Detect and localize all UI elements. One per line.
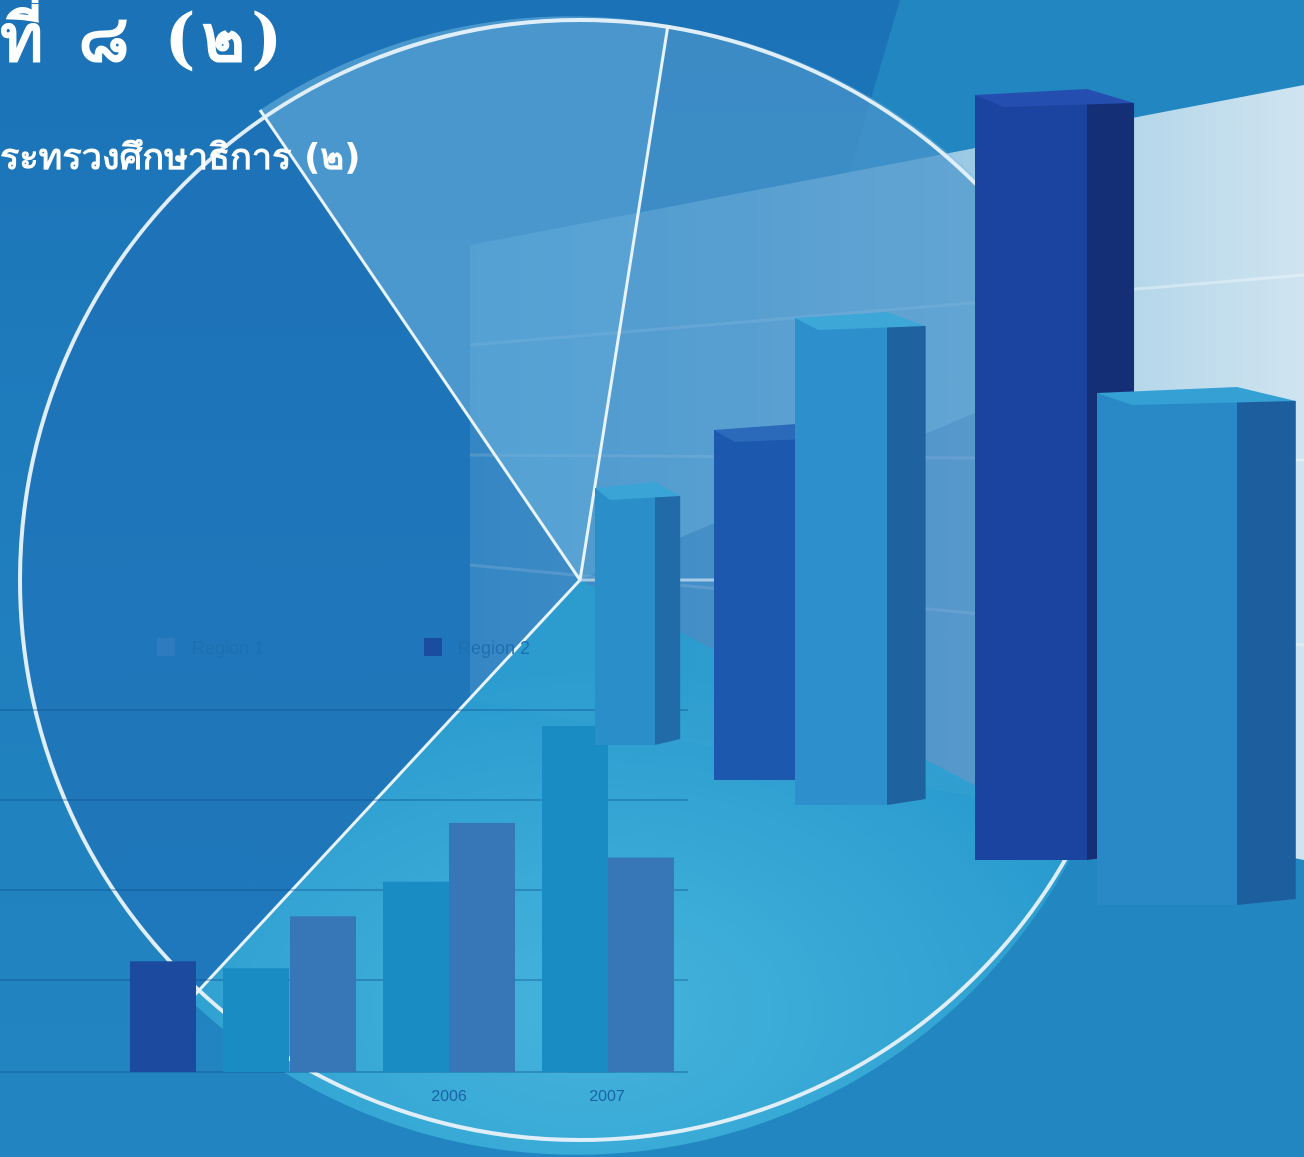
3d-bar-front (595, 488, 655, 745)
pie-slice-light (260, 16, 668, 580)
3d-bar-front (975, 95, 1087, 860)
flat-bar (290, 916, 356, 1072)
3d-bar-top (975, 89, 1135, 107)
3d-bar-top (595, 482, 681, 500)
3d-bar-side (1237, 393, 1296, 905)
3d-bar-side (655, 488, 681, 745)
cover-subtitle: ระทรวงศึกษาธิการ (๒) (0, 137, 361, 178)
flat-bar (223, 968, 289, 1072)
flat-x-tick-label: 2007 (589, 1088, 625, 1105)
cover-title: ที่ ๘ (๒) (0, 0, 289, 77)
flat-bar (383, 881, 449, 1072)
flat-x-tick-label: 2006 (431, 1088, 467, 1105)
flat-bar (130, 961, 196, 1072)
flat-chart-bars (130, 726, 674, 1072)
legend-label-region1: Region 1 (192, 638, 264, 658)
3d-bar-front (795, 318, 887, 805)
3d-bar-front (714, 430, 796, 780)
3d-bar-side (887, 318, 926, 805)
legend-label-region2: Region 2 (458, 638, 530, 658)
3d-bar-top (795, 312, 926, 330)
3d-bar-front (1097, 393, 1237, 905)
3d-chart-bars (595, 89, 1296, 905)
flat-bar (449, 822, 515, 1072)
legend-swatch-region1 (157, 638, 175, 656)
3d-bar-top (1097, 387, 1296, 405)
flat-bar (608, 857, 674, 1072)
flat-chart-x-ticks: 2006 2007 (431, 1088, 625, 1105)
flat-bar (542, 726, 608, 1072)
pie-slice-pale (580, 25, 1100, 580)
legend-swatch-region2 (424, 638, 442, 656)
